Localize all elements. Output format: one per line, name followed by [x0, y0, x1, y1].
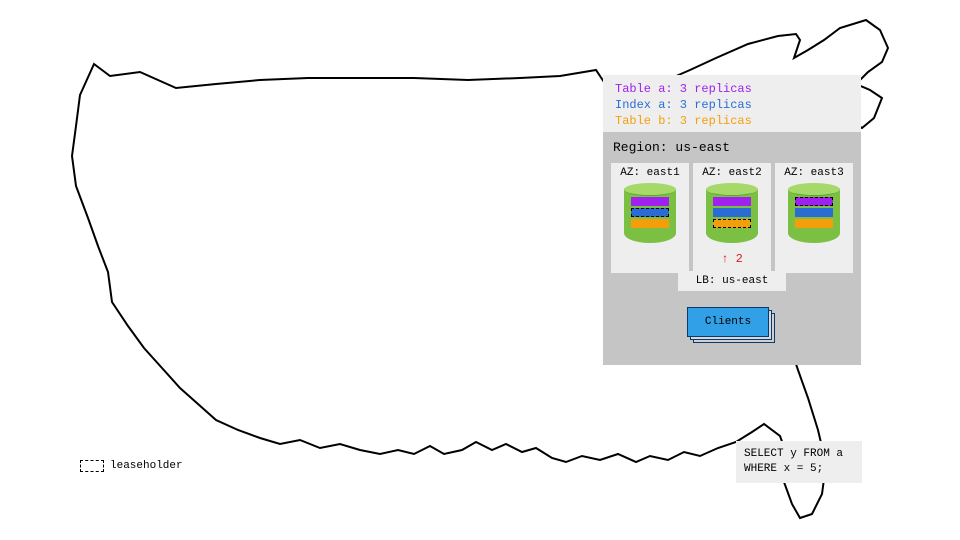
- az-row: AZ: east1 AZ: east2 ↑ 2 AZ: east3: [611, 163, 853, 273]
- az-label: AZ: east2: [695, 167, 769, 179]
- clients-stack-front: Clients: [687, 307, 769, 337]
- replica-slice: [795, 219, 833, 228]
- clients-box: Clients: [687, 307, 777, 343]
- replica-slice-leaseholder: [795, 197, 833, 206]
- region-title: Region: us-east: [613, 140, 851, 155]
- replica-info-panel: Table a: 3 replicasIndex a: 3 replicasTa…: [603, 75, 861, 136]
- region-panel: Region: us-east AZ: east1AZ: east2↑ 2AZ:…: [603, 132, 861, 365]
- az-label: AZ: east1: [613, 167, 687, 179]
- routing-arrow-icon: ↑ 2: [695, 253, 769, 265]
- leaseholder-swatch-icon: [80, 460, 104, 472]
- database-icon: [706, 183, 758, 249]
- sql-query-box: SELECT y FROM a WHERE x = 5;: [736, 441, 862, 483]
- load-balancer-box: LB: us-east: [678, 271, 786, 291]
- replica-slice-leaseholder: [713, 219, 751, 228]
- az-column: AZ: east3: [775, 163, 853, 273]
- az-column: AZ: east2 ↑ 2: [693, 163, 771, 273]
- az-label: AZ: east3: [777, 167, 851, 179]
- replica-slice: [713, 208, 751, 217]
- replica-slice: [795, 208, 833, 217]
- legend: leaseholder: [80, 460, 183, 472]
- replica-info-line: Index a: 3 replicas: [615, 97, 851, 113]
- replica-slice-leaseholder: [631, 208, 669, 217]
- replica-info-line: Table b: 3 replicas: [615, 113, 851, 129]
- replica-slice: [631, 219, 669, 228]
- replica-slice: [631, 197, 669, 206]
- replica-slice: [713, 197, 751, 206]
- database-icon: [788, 183, 840, 249]
- legend-label: leaseholder: [110, 460, 183, 472]
- replica-info-line: Table a: 3 replicas: [615, 81, 851, 97]
- database-icon: [624, 183, 676, 249]
- az-column: AZ: east1: [611, 163, 689, 273]
